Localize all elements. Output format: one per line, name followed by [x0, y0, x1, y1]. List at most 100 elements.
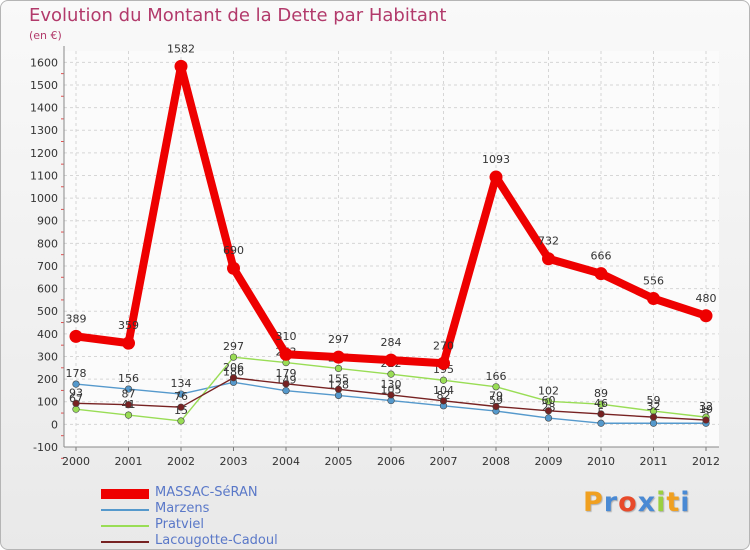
data-label: 556	[643, 275, 664, 288]
data-label: 89	[594, 387, 608, 400]
data-point	[437, 356, 450, 370]
legend-swatch-pratviel	[101, 525, 149, 527]
data-label: 166	[486, 370, 507, 383]
data-point	[227, 261, 240, 275]
data-label: 270	[433, 339, 454, 352]
data-point	[334, 364, 343, 373]
legend-swatch-massac	[101, 489, 149, 499]
data-point	[544, 407, 553, 415]
data-point	[439, 397, 448, 405]
data-label: 1582	[167, 42, 195, 55]
data-point	[597, 400, 605, 408]
data-label: 179	[276, 367, 297, 380]
data-point	[334, 391, 343, 400]
data-point	[387, 370, 395, 378]
data-label: 67	[69, 392, 83, 405]
data-point	[122, 336, 135, 350]
x-tick-label: 2011	[640, 455, 668, 468]
data-label: 666	[591, 250, 612, 263]
data-label: 19	[699, 403, 713, 416]
y-tick-label: -100	[33, 441, 58, 454]
x-tick-label: 2001	[115, 455, 143, 468]
data-label: 60	[542, 394, 556, 407]
data-label: 79	[489, 389, 503, 402]
data-point	[702, 416, 710, 424]
data-point	[544, 414, 553, 422]
data-point	[597, 410, 605, 418]
data-label: 46	[594, 397, 608, 410]
logo-letter: i	[656, 487, 667, 518]
data-point	[699, 309, 713, 323]
x-tick-label: 2009	[535, 455, 563, 468]
data-point	[594, 267, 608, 281]
logo-letter: i	[680, 487, 691, 518]
data-point	[124, 385, 133, 393]
data-point	[384, 353, 398, 367]
data-label: 480	[696, 292, 717, 305]
chart-title: Evolution du Montant de la Dette par Hab…	[29, 5, 447, 26]
data-point	[282, 380, 290, 388]
data-point	[72, 399, 80, 407]
x-tick-label: 2012	[692, 455, 720, 468]
data-point	[597, 419, 605, 427]
logo-letter: r	[603, 487, 619, 518]
data-point	[332, 350, 345, 364]
data-label: 104	[433, 384, 454, 397]
data-point	[174, 59, 188, 73]
data-label: 155	[328, 372, 349, 385]
x-tick-label: 2005	[325, 455, 353, 468]
data-label: 76	[174, 390, 188, 403]
data-point	[124, 411, 133, 419]
data-point	[649, 419, 658, 427]
data-label: 105	[381, 384, 402, 397]
data-label: 134	[171, 377, 192, 390]
y-tick-label: 600	[37, 283, 58, 296]
data-label: 82	[437, 389, 451, 402]
y-tick-label: 200	[37, 373, 58, 386]
y-tick-label: 1100	[30, 169, 58, 182]
data-label: 389	[66, 312, 87, 325]
x-tick-label: 2008	[482, 455, 510, 468]
legend-label-pratviel: Pratviel	[155, 517, 204, 532]
x-tick-label: 2003	[220, 455, 248, 468]
x-tick-label: 2000	[62, 455, 90, 468]
x-tick-label: 2004	[272, 455, 300, 468]
data-point	[649, 413, 658, 421]
data-label: 297	[328, 333, 349, 346]
data-label: 87	[122, 388, 136, 401]
data-label: 359	[118, 319, 139, 332]
y-tick-label: 1600	[30, 56, 58, 69]
y-tick-label: 900	[37, 215, 58, 228]
y-tick-label: 1200	[30, 147, 58, 160]
data-label: 284	[381, 336, 402, 349]
y-tick-label: 1500	[30, 79, 58, 92]
data-point	[492, 402, 500, 411]
y-tick-label: 700	[37, 260, 58, 273]
data-point	[492, 383, 500, 391]
data-label: 59	[489, 394, 503, 407]
data-point	[544, 397, 553, 405]
proxiti-logo: Proxiti	[583, 487, 691, 518]
x-tick-label: 2002	[167, 455, 195, 468]
data-label: 59	[647, 394, 661, 407]
y-tick-label: 100	[37, 396, 58, 409]
y-tick-label: 400	[37, 328, 58, 341]
y-tick-label: 1000	[30, 192, 58, 205]
data-point	[69, 329, 83, 343]
legend-label-marzens: Marzens	[155, 501, 210, 516]
data-point	[439, 376, 448, 384]
x-tick-label: 2010	[587, 455, 615, 468]
data-label: 732	[538, 235, 559, 248]
data-label: 156	[118, 372, 139, 385]
data-point	[542, 252, 555, 266]
y-tick-label: 0	[51, 418, 58, 431]
y-tick-label: 300	[37, 350, 58, 363]
data-point	[282, 387, 290, 395]
data-label: 130	[381, 378, 402, 391]
x-tick-label: 2007	[430, 455, 458, 468]
x-tick-label: 2006	[377, 455, 405, 468]
data-label: 32	[699, 400, 713, 413]
data-point	[387, 391, 395, 399]
y-tick-label: 1400	[30, 102, 58, 115]
